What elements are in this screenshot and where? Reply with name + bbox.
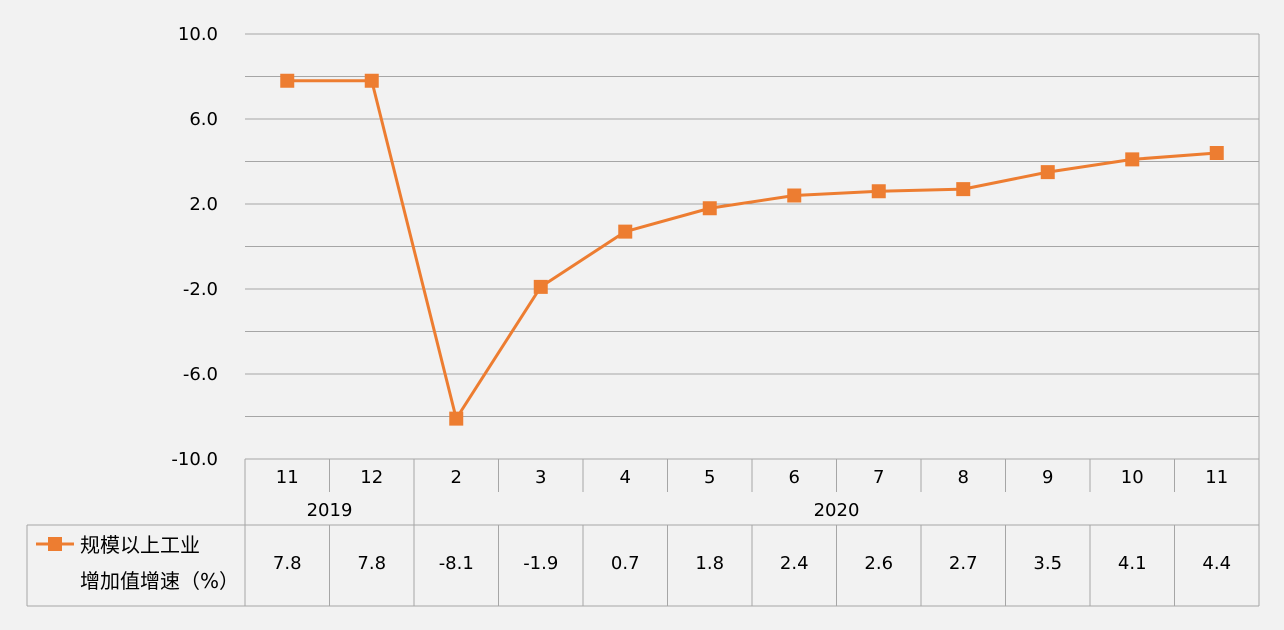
data-point [871, 184, 886, 199]
data-label: 7.8 [357, 553, 386, 574]
category-label: 3 [535, 467, 546, 488]
data-label: -1.9 [523, 553, 558, 574]
data-point [1209, 146, 1224, 160]
series-layer [280, 73, 1224, 426]
data-point [702, 201, 717, 216]
category-label: 7 [873, 467, 884, 488]
legend-label: 增加值增速（%） [80, 569, 239, 593]
y-tick-label: -10.0 [171, 449, 218, 470]
category-label: 11 [1205, 467, 1228, 488]
data-label: -8.1 [439, 553, 474, 574]
data-point [787, 188, 802, 203]
data-point [533, 279, 548, 294]
year-label: 2019 [307, 500, 353, 521]
data-label: 1.8 [695, 553, 724, 574]
category-label: 10 [1121, 467, 1144, 488]
data-label: 2.4 [780, 553, 809, 574]
data-table: 11 12 2 3 4 5 6 7 8 9 10 11 2019 2020 7.8 7.8 -8.1 -1.9 0.… [26, 34, 1260, 607]
y-tick-label: -2.0 [183, 279, 218, 300]
y-tick-label: -6.0 [183, 364, 218, 385]
data-label: 2.6 [864, 553, 893, 574]
category-label: 9 [1042, 467, 1053, 488]
legend-label: 规模以上工业 [80, 533, 200, 557]
category-label: 4 [620, 467, 631, 488]
y-axis: 10.0 6.0 2.0 -2.0 -6.0 -10.0 [171, 24, 218, 470]
y-tick-label: 6.0 [189, 109, 218, 130]
data-point [364, 73, 379, 88]
y-tick-label: 2.0 [189, 194, 218, 215]
y-tick-label: 10.0 [178, 24, 218, 45]
data-point [1125, 152, 1140, 167]
legend-marker [48, 537, 62, 551]
data-point [449, 411, 464, 426]
data-point [618, 224, 633, 239]
category-label: 5 [704, 467, 715, 488]
data-label: 3.5 [1033, 553, 1062, 574]
data-point [280, 73, 295, 88]
category-label: 2 [451, 467, 462, 488]
gridlines [245, 33, 1259, 460]
series-line [287, 79, 1217, 421]
data-label: 4.4 [1202, 553, 1231, 574]
data-label: 0.7 [611, 553, 640, 574]
data-point [1040, 165, 1055, 180]
data-label: 7.8 [273, 553, 302, 574]
category-label: 8 [958, 467, 969, 488]
category-label: 12 [360, 467, 383, 488]
data-label: 2.7 [949, 553, 978, 574]
category-label: 6 [789, 467, 800, 488]
year-label: 2020 [814, 500, 860, 521]
category-label: 11 [276, 467, 299, 488]
data-point [956, 182, 971, 197]
data-label: 4.1 [1118, 553, 1147, 574]
